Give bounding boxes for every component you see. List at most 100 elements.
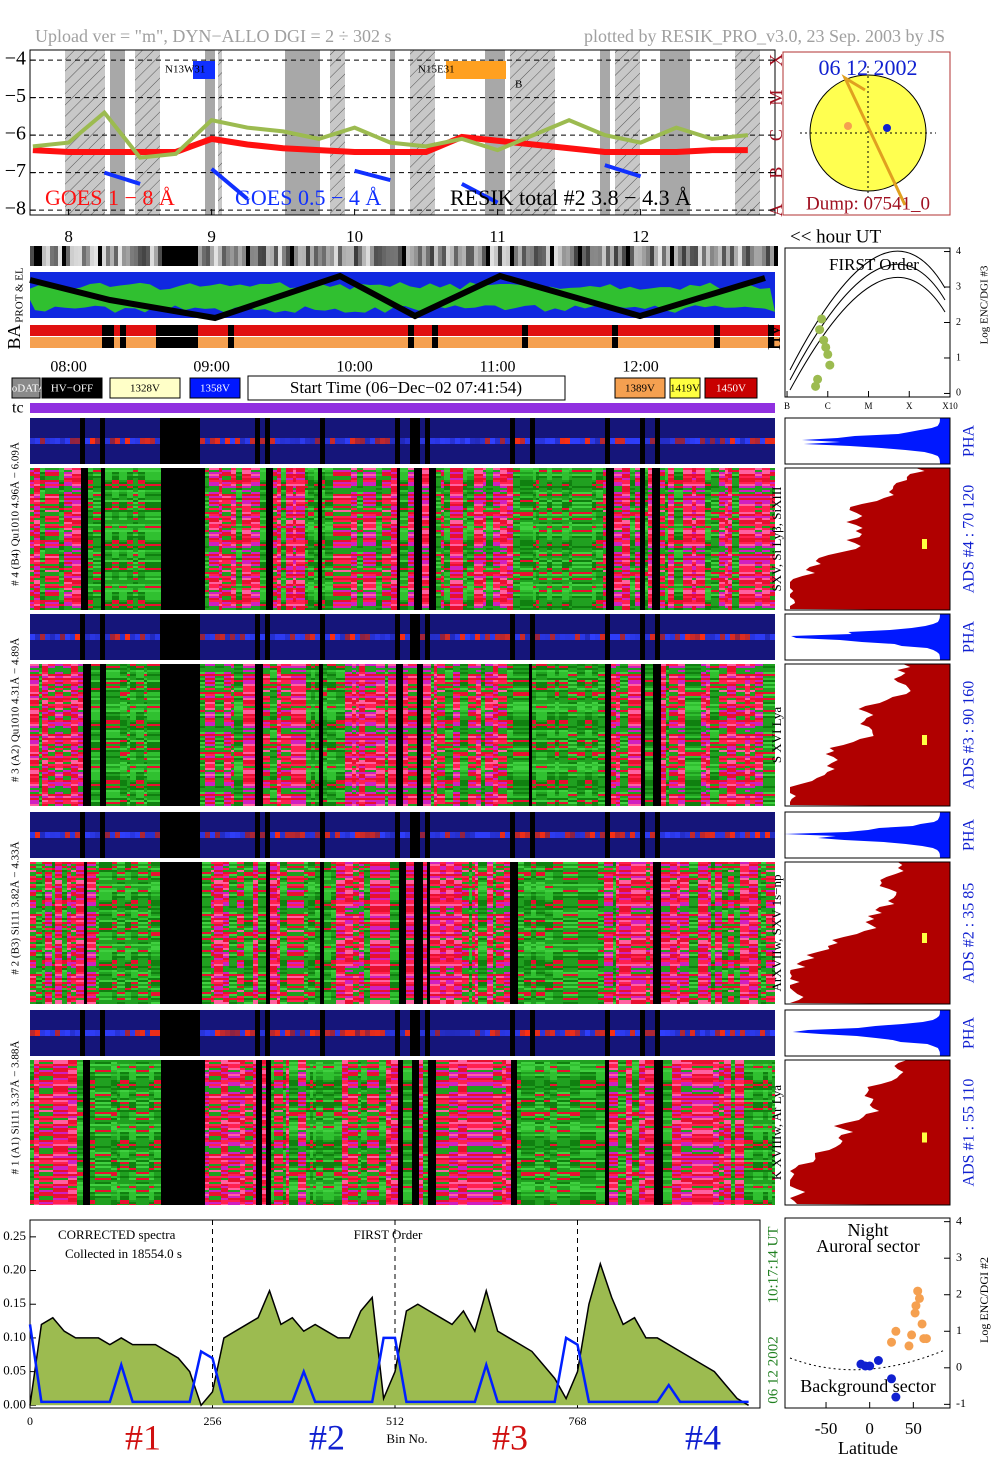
gray-strip-cell [482, 246, 486, 266]
pha-line [60, 438, 65, 444]
spectrogram-column [577, 664, 585, 806]
y2-tick-label: M [766, 90, 786, 106]
hv-cell [450, 337, 456, 348]
spectrogram-column [639, 862, 646, 1004]
pha-line [240, 832, 245, 838]
gray-strip-cell [758, 246, 762, 266]
y-tick-label: 1 [956, 352, 961, 363]
gray-strip-cell [646, 246, 650, 266]
pha-line [525, 634, 530, 640]
pha-line [625, 438, 630, 444]
spectrogram-column [431, 664, 434, 806]
gray-strip-cell [618, 246, 622, 266]
ba-cell [648, 325, 654, 336]
status-box [11, 377, 41, 399]
pha-cell [265, 614, 270, 660]
spectrogram-column [619, 862, 626, 1004]
pha-line [735, 1030, 740, 1036]
spectrogram-column [315, 862, 320, 1004]
spectrogram-column [193, 862, 197, 1004]
spectrogram-column [352, 664, 356, 806]
pha-line [390, 1030, 395, 1036]
gray-strip-cell [394, 246, 398, 266]
sun-frame [782, 51, 951, 216]
pha-line [690, 634, 695, 640]
spectrogram-column [345, 664, 352, 806]
series-label: RESIK total #2 3.8 − 4.3 Å [450, 185, 691, 210]
spectrogram-column [632, 1060, 639, 1205]
pha-line [75, 1030, 80, 1036]
gray-strip-cell [490, 246, 494, 266]
spectrogram-column [557, 1060, 560, 1205]
spectrogram-column [286, 468, 293, 610]
hv-cell [330, 337, 336, 348]
spectrogram-column [176, 1060, 181, 1205]
spectrogram-column [513, 664, 521, 806]
pha-line [575, 438, 580, 444]
gray-strip-cell [122, 246, 126, 266]
spectrogram-column [526, 1060, 531, 1205]
spectrogram-column [589, 862, 594, 1004]
pha-line [765, 634, 770, 640]
pha-cell [80, 1010, 85, 1056]
spectrogram-column [727, 664, 736, 806]
pha-line [345, 1030, 350, 1036]
pha-line [85, 438, 90, 444]
pha-line [300, 832, 305, 838]
scatter-point [813, 374, 823, 384]
hv-cell [324, 337, 330, 348]
ba-cell [492, 325, 498, 336]
pha-cell [655, 614, 660, 660]
pha-line [105, 832, 110, 838]
status-box [41, 377, 103, 399]
spectrogram-column [613, 862, 616, 1004]
pha-line [405, 438, 410, 444]
spectrogram-column [399, 862, 406, 1004]
spectrogram-column [513, 468, 520, 610]
pha-line [600, 438, 605, 444]
ba-cell [222, 325, 228, 336]
hv-cell [138, 337, 144, 348]
hv-cell [660, 337, 666, 348]
pha-line [40, 438, 45, 444]
spectrogram-column [296, 468, 305, 610]
spectrogram-column [229, 862, 237, 1004]
hv-cell [642, 337, 648, 348]
ba-cell [762, 325, 768, 336]
x-tick-label: M [865, 401, 873, 411]
gray-strip-cell [702, 246, 706, 266]
spectrogram-column [569, 468, 572, 610]
spectrogram-column [270, 664, 277, 806]
pha-line [220, 634, 225, 640]
gray-strip-cell [382, 246, 386, 266]
spectrogram-column [221, 1060, 228, 1205]
hv-cell [162, 337, 168, 348]
pha-line [560, 438, 565, 444]
pha-cell [320, 1010, 325, 1056]
hv-cell [552, 337, 558, 348]
pha-line [465, 438, 470, 444]
hv-cell [402, 337, 408, 348]
ba-cell [708, 325, 714, 336]
pha-line [535, 438, 540, 444]
spectrogram-column [263, 664, 270, 806]
spectrogram-column [81, 468, 88, 610]
pha-cell [605, 812, 610, 858]
spectrogram-column [100, 664, 106, 806]
pha-line [115, 634, 120, 640]
gray-strip-cell [234, 246, 238, 266]
spectrogram-column [628, 664, 633, 806]
hv-cell [654, 337, 660, 348]
pha-line [210, 832, 215, 838]
pha-cell [510, 1010, 515, 1056]
spectrogram-column [653, 862, 661, 1004]
pha-line [565, 634, 570, 640]
channel-lines-label: K XVIIIw, Ar Lya [769, 1085, 784, 1180]
spectrogram-column [611, 664, 616, 806]
gray-strip-cell [594, 246, 598, 266]
pha-line [375, 438, 380, 444]
pha-line [390, 438, 395, 444]
spectrogram-column [305, 468, 308, 610]
pha-line [695, 438, 700, 444]
spectrogram-column [71, 862, 76, 1004]
